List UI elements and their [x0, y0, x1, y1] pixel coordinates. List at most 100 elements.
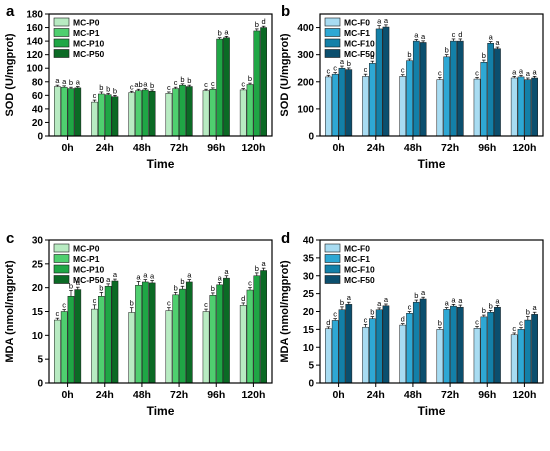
legend-label: MC-F10 — [344, 39, 375, 49]
x-tick-label: 120h — [512, 389, 536, 401]
significance-letter: b — [180, 75, 184, 84]
significance-letter: a — [533, 303, 538, 312]
bar — [517, 76, 525, 137]
significance-letter: a — [377, 299, 382, 308]
significance-letter: a — [526, 69, 531, 78]
x-tick-label: 96h — [478, 142, 496, 154]
bar — [260, 270, 267, 384]
significance-letter: a — [458, 296, 463, 305]
bar — [54, 86, 61, 137]
bar — [345, 69, 353, 137]
bar — [480, 316, 488, 384]
significance-letter: a — [384, 16, 389, 25]
bar — [60, 311, 68, 384]
significance-letter: a — [218, 273, 223, 282]
y-tick-label: 120 — [26, 50, 43, 61]
bar — [185, 281, 193, 384]
legend-label: MC-F1 — [344, 28, 370, 38]
significance-letter: c — [333, 64, 337, 73]
bar — [216, 38, 224, 137]
significance-letter: a — [495, 38, 500, 47]
x-tick-label: 0h — [332, 389, 344, 401]
bar — [473, 328, 481, 384]
legend-label: MC-P1 — [73, 28, 100, 38]
y-tick-label: 15 — [32, 307, 44, 318]
significance-letter: b — [187, 76, 191, 85]
bar — [419, 298, 427, 384]
bar — [510, 334, 518, 384]
bar — [338, 67, 346, 137]
bar — [67, 295, 75, 384]
legend-label: MC-F0 — [344, 18, 370, 28]
significance-letter: b — [99, 283, 103, 292]
legend-swatch — [53, 38, 70, 48]
significance-letter: a — [143, 80, 148, 89]
bar — [165, 93, 173, 137]
plot-frame — [48, 13, 273, 137]
bar — [362, 326, 369, 384]
significance-letter: a — [76, 78, 81, 87]
significance-letter: b — [445, 46, 449, 55]
y-tick-label: 10 — [32, 331, 44, 342]
significance-letter: a — [512, 67, 517, 76]
bar — [456, 40, 464, 137]
bar — [362, 76, 369, 137]
bar — [216, 284, 224, 384]
x-tick-label: 24h — [96, 389, 114, 401]
x-axis-title: Time — [418, 404, 446, 418]
bar — [209, 295, 217, 384]
bar — [135, 90, 142, 137]
significance-letter: c — [204, 300, 208, 309]
legend-label: MC-F50 — [344, 49, 375, 59]
bar — [510, 77, 518, 137]
significance-letter: d — [401, 315, 405, 324]
bar — [246, 289, 254, 384]
significance-letter: c — [62, 301, 66, 310]
bar — [436, 329, 444, 384]
significance-letter: c — [408, 303, 412, 312]
plot-frame — [319, 13, 544, 137]
bar — [494, 306, 501, 384]
significance-letter: b — [370, 52, 374, 61]
bar — [239, 89, 247, 137]
legend-label: MC-P0 — [73, 244, 100, 254]
y-tick-label: 300 — [297, 50, 314, 61]
legend-swatch — [324, 49, 341, 58]
y-tick-label: 20 — [32, 283, 44, 294]
significance-letter: b — [482, 306, 486, 315]
bar — [399, 324, 407, 384]
significance-letter: a — [533, 67, 538, 76]
legend-swatch — [53, 28, 70, 37]
significance-letter: b — [180, 277, 184, 286]
y-axis-title: MDA (nmol/mgprot) — [4, 260, 16, 363]
significance-letter: c — [438, 68, 442, 77]
y-tick-label: 100 — [26, 64, 43, 75]
bar — [98, 93, 105, 137]
bar — [67, 88, 75, 137]
bar — [185, 86, 193, 137]
y-tick-label: 30 — [32, 236, 44, 247]
bar — [128, 312, 136, 384]
significance-letter: b — [340, 298, 344, 307]
legend-swatch — [53, 275, 70, 284]
bar — [443, 309, 451, 384]
bar — [473, 78, 481, 137]
y-tick-label: 15 — [303, 325, 315, 336]
bar — [369, 63, 376, 137]
bar — [223, 37, 230, 137]
significance-letter: a — [421, 32, 426, 41]
bar — [104, 94, 112, 137]
significance-letter: c — [167, 83, 171, 92]
legend-swatch — [53, 264, 70, 274]
significance-letter: c — [174, 78, 178, 87]
significance-letter: b — [438, 319, 442, 328]
y-axis-title: SOD (U/mgprot) — [279, 33, 291, 116]
significance-letter: a — [384, 295, 389, 304]
significance-letter: a — [377, 17, 382, 26]
x-tick-label: 24h — [367, 389, 385, 401]
y-tick-label: 20 — [303, 307, 315, 318]
bar — [419, 42, 427, 137]
legend-swatch — [324, 28, 341, 37]
